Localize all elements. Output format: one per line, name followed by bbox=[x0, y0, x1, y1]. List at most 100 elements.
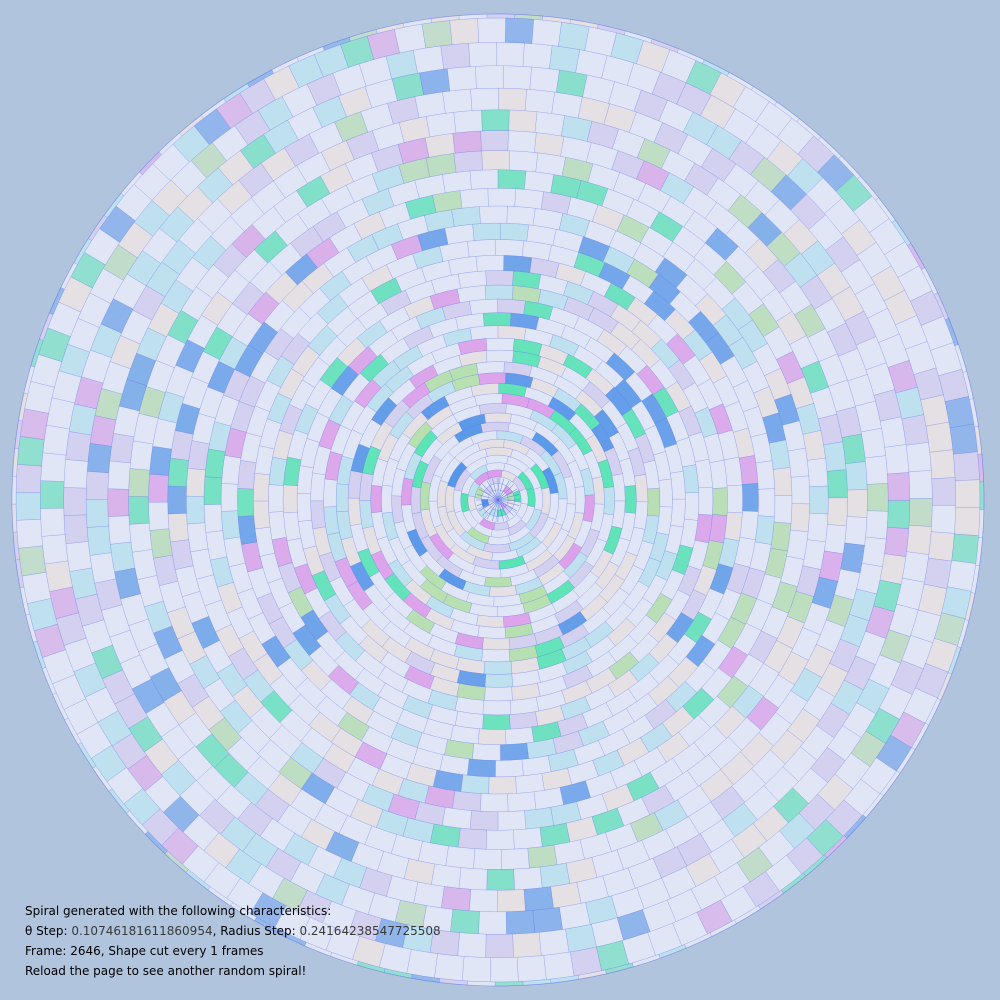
theta-step-value: 0.10746181611860954 bbox=[71, 924, 213, 938]
spiral-cell bbox=[185, 467, 206, 497]
spiral-cell bbox=[581, 607, 612, 635]
info-heading: Spiral generated with the following char… bbox=[25, 904, 332, 918]
spiral-cell bbox=[438, 978, 468, 986]
spiral-cell bbox=[573, 315, 605, 342]
spiral-cell bbox=[214, 394, 240, 427]
spiral-cell bbox=[878, 333, 910, 368]
spiral-cell bbox=[505, 372, 534, 389]
spiral-cell bbox=[310, 500, 326, 530]
spiral-cell bbox=[63, 459, 89, 489]
spiral-cell bbox=[594, 560, 620, 591]
spiral-cell bbox=[470, 87, 499, 111]
spiral-cell bbox=[469, 298, 498, 315]
spiral-cell bbox=[596, 940, 630, 971]
spiral-cell bbox=[259, 818, 296, 852]
spiral-cell bbox=[477, 625, 506, 639]
spiral-cell bbox=[684, 932, 713, 949]
info-reload-hint: Reload the page to see another random sp… bbox=[25, 964, 307, 978]
spiral-cell bbox=[475, 65, 504, 89]
spiral-cell bbox=[895, 386, 925, 420]
spiral-cell bbox=[624, 485, 637, 514]
spiral-cell bbox=[277, 804, 312, 838]
spiral-spoke bbox=[497, 484, 514, 501]
spiral-cell bbox=[100, 604, 131, 638]
spiral-cell bbox=[12, 447, 19, 477]
spiral-cell bbox=[290, 861, 326, 895]
spiral-cell bbox=[583, 450, 603, 480]
spiral-cell bbox=[89, 552, 117, 584]
spiral-cell bbox=[592, 749, 625, 777]
spiral-cell bbox=[484, 284, 514, 300]
spiral-cell bbox=[15, 492, 41, 521]
spiral-cell bbox=[55, 612, 87, 646]
spiral-cell bbox=[537, 274, 569, 296]
spiral-cell bbox=[458, 413, 486, 431]
spiral-cell bbox=[17, 436, 45, 467]
spiral-cell bbox=[483, 661, 513, 675]
spiral-cell bbox=[84, 686, 119, 723]
spiral-cell bbox=[177, 631, 207, 665]
spiral-cell bbox=[107, 460, 131, 490]
spiral-cell bbox=[238, 162, 274, 198]
spiral-cell bbox=[802, 854, 828, 877]
spiral-cell bbox=[626, 526, 646, 557]
spiral-cell bbox=[254, 788, 290, 823]
spiral-cell bbox=[436, 554, 464, 578]
spiral-cell bbox=[839, 613, 870, 648]
spiral-cell bbox=[484, 576, 512, 588]
spiral-cell bbox=[269, 242, 303, 276]
spiral-cell bbox=[87, 215, 108, 242]
spiral-cell bbox=[495, 239, 524, 257]
spiral-cell bbox=[542, 15, 571, 24]
spiral-cell bbox=[278, 930, 307, 947]
spiral-cell bbox=[539, 449, 562, 477]
spiral-cell bbox=[318, 419, 341, 450]
spiral-cell bbox=[237, 720, 272, 754]
spiral-cell bbox=[172, 125, 210, 163]
spiral-cell bbox=[949, 423, 978, 455]
spiral-cell bbox=[260, 147, 297, 182]
spiral-cell bbox=[956, 619, 970, 648]
spiral-cell bbox=[477, 17, 506, 43]
spiral-cell bbox=[479, 793, 509, 813]
spiral-cell bbox=[419, 68, 451, 96]
spiral-cell bbox=[783, 218, 819, 255]
spiral-cell bbox=[546, 528, 570, 556]
spiral-cell bbox=[758, 711, 792, 747]
spiral-cell bbox=[740, 732, 774, 767]
spiral-cell bbox=[731, 768, 767, 803]
spiral-cell bbox=[449, 18, 479, 45]
spiral-cell bbox=[126, 810, 149, 835]
spiral-cell bbox=[277, 368, 305, 400]
spiral-cell bbox=[878, 684, 913, 720]
spiral-cell bbox=[505, 910, 535, 935]
spiral-spoke bbox=[497, 499, 514, 516]
spiral-cell bbox=[203, 476, 223, 505]
spiral-cell bbox=[60, 262, 78, 290]
spiral-cell bbox=[500, 742, 529, 761]
spiral-cell bbox=[485, 337, 515, 352]
spiral-cell bbox=[221, 510, 241, 540]
spiral-cell bbox=[525, 447, 550, 472]
spiral-cell bbox=[925, 637, 958, 673]
spiral-cell bbox=[776, 117, 815, 155]
spiral-cell bbox=[868, 654, 901, 690]
spiral-cell bbox=[226, 737, 261, 772]
spiral-cell bbox=[631, 954, 661, 968]
spiral-cell bbox=[891, 219, 912, 246]
spiral-cell bbox=[340, 536, 362, 567]
spiral-cell bbox=[120, 171, 143, 197]
spiral-cell bbox=[323, 478, 338, 508]
spiral-cell bbox=[381, 484, 393, 514]
spiral-cell bbox=[458, 569, 487, 587]
spiral-cell bbox=[531, 431, 559, 457]
spiral-cell bbox=[552, 534, 576, 562]
spiral-cell bbox=[511, 669, 541, 688]
spiral-cell bbox=[452, 130, 482, 154]
spiral-cell bbox=[779, 280, 812, 316]
spiral-cell bbox=[442, 593, 473, 614]
spiral-cell bbox=[263, 300, 295, 333]
spiral-cell bbox=[508, 525, 531, 544]
spiral-cell bbox=[329, 223, 363, 253]
spiral-spoke bbox=[482, 499, 499, 516]
